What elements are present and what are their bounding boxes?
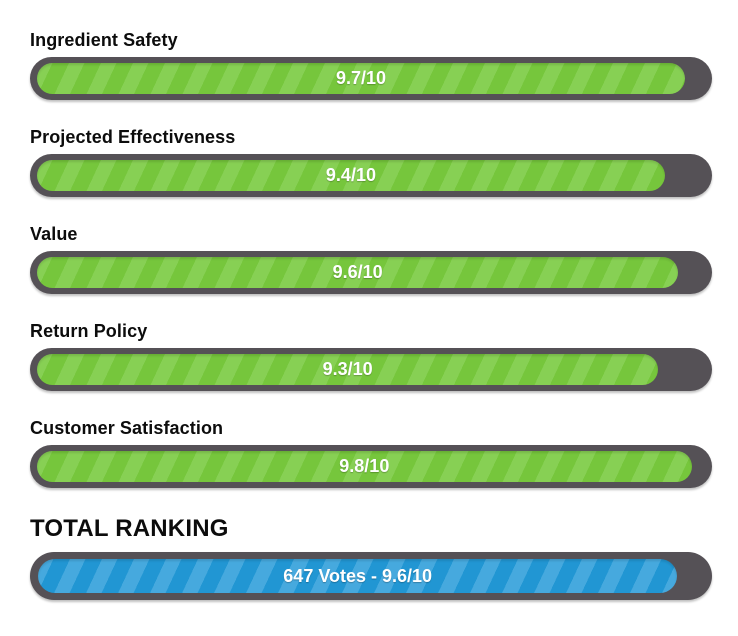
rating-bar-track: 9.6/10 [30,251,712,294]
rating-label: Projected Effectiveness [30,127,236,147]
rating-score-text: 9.4/10 [325,165,376,185]
rating-bar-fill: 9.3/10 [37,354,659,385]
total-score-text: 647 Votes - 9.6/10 [283,565,433,586]
rating-bar-fill: 9.4/10 [37,160,665,191]
total-bar-fill: 647 Votes - 9.6/10 [38,559,678,593]
rating-bar-fill: 9.8/10 [37,451,692,482]
rating-section-return-policy: Return Policy 9.3/10 [30,321,712,391]
rating-label: Return Policy [30,321,148,341]
rating-section-customer-satisfaction: Customer Satisfaction 9.8/10 [30,418,712,488]
rating-bar-fill: 9.7/10 [37,63,685,94]
rating-label: Customer Satisfaction [30,418,224,438]
rating-section-ingredient-safety: Ingredient Safety 9.7/10 [30,30,712,100]
rating-bar-fill: 9.6/10 [37,257,679,288]
total-ranking-section: TOTAL RANKING 647 Votes - 9.6/10 [30,515,712,600]
rating-label: Ingredient Safety [30,30,178,50]
rating-bar-track: 9.4/10 [30,154,712,197]
rating-bar-track: 9.3/10 [30,348,712,391]
total-bar-track: 647 Votes - 9.6/10 [30,552,712,600]
rating-bar-track: 9.8/10 [30,445,712,488]
rating-section-projected-effectiveness: Projected Effectiveness 9.4/10 [30,127,712,197]
rating-score-text: 9.3/10 [322,359,373,379]
rating-section-value: Value 9.6/10 [30,224,712,294]
rating-score-text: 9.8/10 [339,456,390,476]
total-ranking-title: TOTAL RANKING [30,515,229,542]
rating-bar-track: 9.7/10 [30,57,712,100]
rating-score-text: 9.6/10 [332,262,383,282]
rating-label: Value [30,224,78,244]
rating-score-text: 9.7/10 [335,68,386,88]
content-area: Ingredient Safety 9.7/10 Projected Effec… [30,30,712,600]
